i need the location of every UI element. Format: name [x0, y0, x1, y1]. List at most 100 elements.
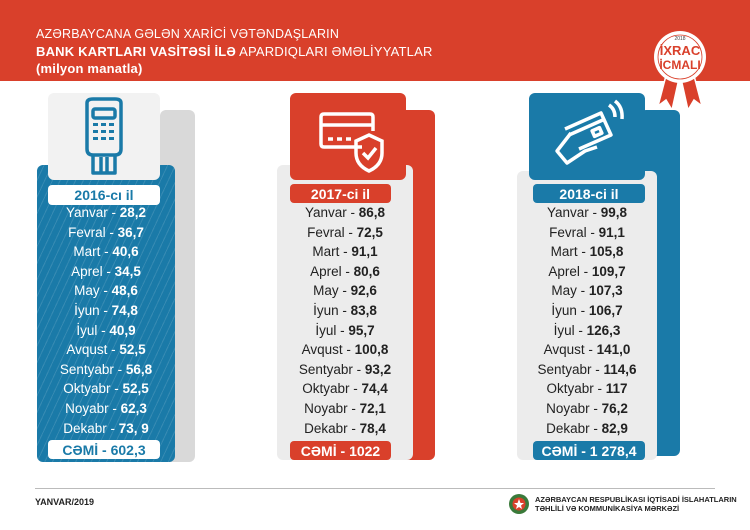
month-name: Sentyabr: [59, 361, 114, 377]
column-2017-months: Yanvar - 86,8 Fevral - 72,5 Mart - 91,1 Apr…: [277, 203, 413, 438]
separator: -: [586, 224, 599, 240]
footer-divider: [35, 488, 715, 489]
month-row: Dekabr - 82,9: [546, 419, 628, 439]
month-name: Sentyabr: [298, 361, 353, 377]
month-value: 74,4: [361, 381, 388, 397]
month-row: Aprel - 34,5: [71, 262, 141, 282]
month-row: Fevral - 36,7: [68, 223, 144, 243]
month-name: İyun: [74, 302, 100, 318]
month-row: İyul - 40,9: [76, 321, 135, 341]
month-name: Yanvar: [65, 205, 108, 220]
month-row: Noyabr - 72,1: [304, 399, 386, 419]
month-value: 100,8: [354, 342, 389, 358]
month-row: Noyabr - 76,2: [546, 399, 628, 419]
total-value: 1 278,4: [589, 442, 637, 459]
column-2017-year: 2017-ci il: [290, 184, 391, 203]
month-value: 80,6: [353, 263, 380, 279]
month-row: Dekabr - 73, 9: [63, 419, 149, 439]
month-row: Noyabr - 62,3: [65, 399, 147, 419]
month-value: 48,6: [111, 283, 138, 299]
month-value: 82,9: [601, 420, 628, 436]
title-line-2: BANK KARTLARI VASİTƏSİ İLƏ APARDIQLARI Ə…: [36, 44, 433, 59]
month-row: İyun - 106,7: [551, 301, 622, 321]
month-value: 36,7: [117, 224, 144, 240]
column-2018-year: 2018-ci il: [533, 184, 645, 203]
month-value: 76,2: [601, 400, 628, 416]
month-row: İyun - 83,8: [313, 301, 377, 321]
separator: -: [113, 361, 126, 377]
separator: -: [349, 381, 362, 397]
title-line-2-rest: APARDIQLARI ƏMƏLİYYATLAR: [236, 44, 433, 59]
separator: -: [347, 420, 360, 436]
month-value: 99,8: [600, 205, 628, 220]
month-name: May: [313, 283, 339, 299]
month-name: Noyabr: [304, 400, 348, 416]
total-label: CƏMİ: [300, 442, 337, 459]
separator: -: [100, 244, 113, 260]
badge-year: 2018: [674, 36, 685, 42]
month-value: 73, 9: [118, 420, 149, 436]
month-row: İyul - 126,3: [554, 321, 621, 341]
month-name: Mart: [550, 244, 578, 260]
column-2016-months: Yanvar - 28,2 Fevral - 36,7 Mart - 40,6 Apr…: [37, 203, 175, 438]
separator: -: [584, 342, 597, 358]
separator: -: [99, 302, 112, 318]
pos-terminal-icon: [85, 97, 123, 175]
month-row: Sentyabr - 56,8: [60, 360, 152, 380]
month-row: Yanvar - 28,2: [66, 203, 146, 223]
month-value: 91,1: [598, 224, 625, 240]
month-value: 62,3: [120, 400, 147, 416]
month-value: 34,5: [114, 263, 141, 279]
month-name: İyun: [313, 302, 339, 318]
month-name: İyul: [315, 322, 337, 338]
footer-date: YANVAR/2019: [35, 497, 95, 507]
month-row: Avqust - 141,0: [544, 340, 631, 360]
column-2018-months: Yanvar - 99,8 Fevral - 91,1 Mart - 105,8 Ap…: [517, 203, 657, 438]
month-value: 117: [605, 381, 628, 397]
separator: -: [346, 205, 359, 220]
month-value: 93,2: [364, 361, 392, 377]
badge-line-2: İCMALI: [659, 57, 700, 72]
month-name: Noyabr: [65, 400, 109, 416]
separator: -: [352, 361, 365, 377]
separator: -: [110, 381, 123, 397]
month-name: Oktyabr: [302, 381, 350, 397]
month-name: Aprel: [71, 263, 103, 279]
month-name: May: [551, 283, 577, 299]
separator: -: [589, 420, 602, 436]
month-value: 126,3: [586, 322, 621, 338]
org-line-1: AZƏRBAYCAN RESPUBLİKASI İQTİSADİ İSLAHAT…: [535, 495, 737, 504]
title-line-2-bold: BANK KARTLARI VASİTƏSİ İLƏ: [36, 44, 237, 59]
month-name: Fevral: [549, 224, 587, 240]
secure-card-icon: [319, 112, 384, 173]
separator: -: [588, 205, 601, 220]
month-value: 86,8: [358, 205, 386, 220]
month-value: 83,8: [350, 302, 377, 318]
month-row: İyun - 74,8: [74, 301, 138, 321]
month-name: Oktyabr: [546, 381, 594, 397]
separator: -: [579, 263, 592, 279]
month-value: 109,7: [591, 263, 626, 279]
column-2018-panel: [517, 171, 657, 460]
month-value: 52,5: [122, 381, 149, 397]
column-2016-panel: [37, 165, 175, 462]
month-name: Sentyabr: [537, 361, 592, 377]
month-value: 95,7: [348, 322, 375, 338]
emblem-icon: [508, 492, 530, 516]
month-value: 92,6: [350, 283, 377, 299]
separator: -: [105, 224, 118, 240]
month-name: Aprel: [548, 263, 580, 279]
month-name: Dekabr: [546, 420, 590, 436]
separator: -: [336, 322, 349, 338]
total-value: 602,3: [110, 441, 146, 458]
subtitle-unit: (milyon manatla): [36, 61, 143, 76]
total-value: 1022: [349, 442, 381, 459]
month-row: Avqust - 52,5: [66, 340, 145, 360]
month-value: 40,6: [112, 244, 139, 260]
month-value: 40,9: [109, 322, 136, 338]
footer-organization: AZƏRBAYCAN RESPUBLİKASI İQTİSADİ İSLAHAT…: [535, 495, 737, 513]
month-name: Avqust: [543, 342, 585, 358]
column-2017-total: CƏMİ - 1022: [290, 441, 391, 460]
column-2016-total: CƏMİ - 602,3: [48, 440, 160, 459]
separator: -: [577, 244, 590, 260]
